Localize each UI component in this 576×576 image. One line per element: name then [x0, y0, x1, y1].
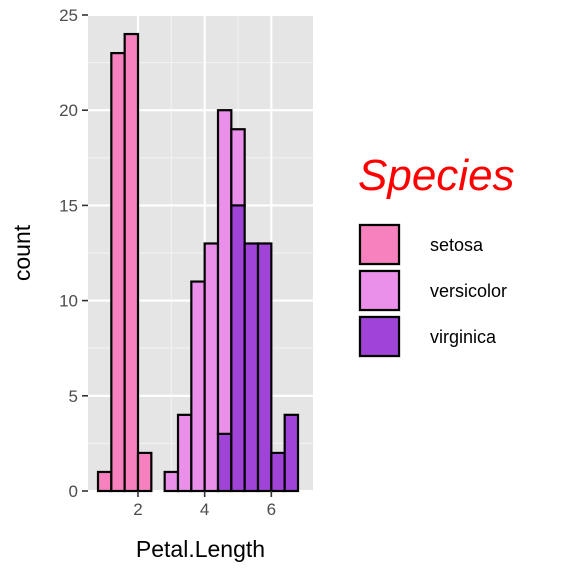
y-tick-label: 10 — [59, 292, 78, 311]
bar-versicolor — [203, 242, 220, 493]
bar-versicolor — [176, 413, 193, 493]
x-tick-label: 6 — [267, 500, 276, 519]
y-tick-label: 5 — [69, 387, 78, 406]
legend-swatch-setosa — [358, 223, 401, 266]
bar-versicolor — [230, 128, 246, 207]
x-axis-title: Petal.Length — [136, 536, 265, 562]
legend-swatch-virginica — [358, 315, 401, 358]
legend: Species setosa versicolor virginica — [358, 151, 515, 358]
legend-swatch-versicolor — [358, 269, 401, 312]
bar-versicolor — [163, 470, 180, 493]
legend-label-versicolor: versicolor — [430, 281, 507, 301]
y-tick-label: 20 — [59, 101, 78, 120]
y-axis: 0 5 10 15 20 25 — [59, 6, 88, 501]
x-tick-label: 4 — [200, 500, 209, 519]
bar-setosa — [123, 32, 140, 493]
bar-virginica — [243, 242, 260, 493]
bar-setosa — [136, 451, 153, 493]
bar-versicolor — [216, 109, 233, 435]
bar-virginica — [270, 451, 286, 493]
x-tick-label: 2 — [133, 500, 142, 519]
x-axis: 2 4 6 — [133, 491, 276, 519]
y-tick-label: 0 — [69, 482, 78, 501]
legend-label-virginica: virginica — [430, 327, 497, 347]
legend-items: setosa versicolor virginica — [358, 223, 507, 358]
bar-versicolor — [190, 280, 206, 493]
bar-virginica — [230, 204, 246, 493]
bar-virginica — [283, 413, 300, 493]
bar-virginica — [216, 432, 233, 493]
bar-setosa — [96, 470, 113, 493]
bar-virginica — [256, 242, 273, 493]
legend-label-setosa: setosa — [430, 235, 484, 255]
legend-title: Species — [358, 151, 515, 200]
y-axis-title: count — [9, 224, 35, 281]
y-tick-label: 15 — [59, 196, 78, 215]
bars — [96, 32, 300, 493]
bar-setosa — [110, 51, 126, 493]
y-tick-label: 25 — [59, 6, 78, 25]
